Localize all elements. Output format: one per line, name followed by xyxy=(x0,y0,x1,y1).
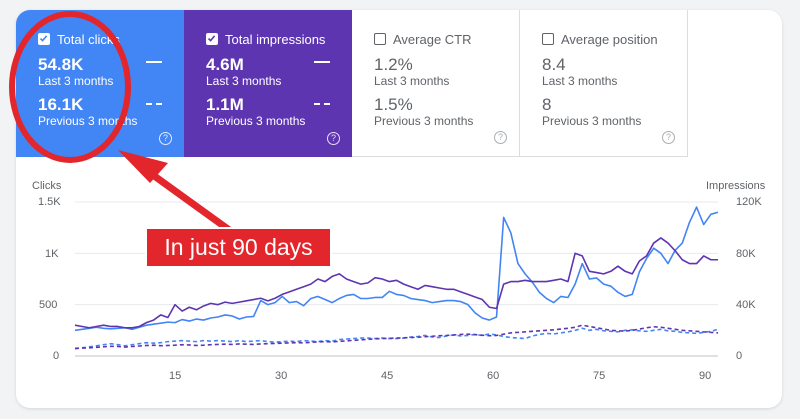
annotation-arrow-head xyxy=(118,150,168,183)
dashed-line-legend-icon xyxy=(146,103,162,105)
current-period-label: Last 3 months xyxy=(206,74,282,88)
right-tick: 0 xyxy=(736,350,743,362)
series-line-total-clicks xyxy=(74,206,719,332)
tile-label: Total impressions xyxy=(225,31,326,47)
x-tick: 60 xyxy=(487,370,500,382)
tile-average-ctr[interactable]: Average CTR 1.2% Last 3 months 1.5% Prev… xyxy=(352,10,520,157)
help-icon[interactable]: ? xyxy=(159,132,172,145)
left-tick: 0 xyxy=(53,350,60,362)
series-line-total-impressions-previous xyxy=(74,324,719,350)
help-icon[interactable]: ? xyxy=(327,132,340,145)
right-tick: 120K xyxy=(736,196,762,208)
left-tick: 1.5K xyxy=(38,196,61,208)
right-axis-title: Impressions xyxy=(706,180,766,192)
grid-lines xyxy=(75,201,718,357)
current-period-label: Last 3 months xyxy=(374,74,450,88)
tile-label: Average CTR xyxy=(393,31,472,47)
left-tick: 500 xyxy=(39,299,58,311)
current-value: 8.4 xyxy=(542,55,566,74)
tile-average-position[interactable]: Average position 8.4 Last 3 months 8 Pre… xyxy=(520,10,688,157)
checkbox-checked-icon[interactable] xyxy=(38,33,50,45)
tile-label: Average position xyxy=(561,31,658,47)
previous-period-label: Previous 3 months xyxy=(542,114,642,128)
dashed-line-legend-icon xyxy=(314,103,330,105)
tile-total-clicks[interactable]: Total clicks 54.8K Last 3 months 16.1K P… xyxy=(16,10,184,157)
solid-line-legend-icon xyxy=(146,61,162,63)
previous-period-label: Previous 3 months xyxy=(38,114,138,128)
metric-tiles: Total clicks 54.8K Last 3 months 16.1K P… xyxy=(16,10,689,157)
x-tick: 45 xyxy=(381,370,394,382)
x-tick: 15 xyxy=(169,370,182,382)
checkbox-unchecked-icon[interactable] xyxy=(374,33,386,45)
annotation xyxy=(9,11,236,236)
x-tick: 30 xyxy=(275,370,288,382)
right-tick: 40K xyxy=(736,299,756,311)
annotation-arrow-shaft xyxy=(142,166,236,236)
current-value: 4.6M xyxy=(206,55,244,74)
help-icon[interactable]: ? xyxy=(662,131,675,144)
chart-series xyxy=(74,206,719,350)
highlight-ellipse xyxy=(9,11,131,163)
previous-period-label: Previous 3 months xyxy=(374,114,474,128)
previous-value: 16.1K xyxy=(38,95,84,114)
checkbox-unchecked-icon[interactable] xyxy=(542,33,554,45)
x-tick: 90 xyxy=(699,370,712,382)
tile-header: Total impressions xyxy=(206,31,352,47)
tile-header: Total clicks xyxy=(38,31,184,47)
right-tick: 80K xyxy=(736,248,756,260)
previous-value: 1.1M xyxy=(206,95,244,114)
tile-label: Total clicks xyxy=(57,31,120,47)
solid-line-legend-icon xyxy=(314,61,330,63)
previous-value: 1.5% xyxy=(374,95,413,114)
left-axis-title: Clicks xyxy=(32,180,62,192)
current-value: 1.2% xyxy=(374,55,413,74)
previous-value: 8 xyxy=(542,95,552,114)
series-line-total-clicks-previous xyxy=(74,327,719,350)
series-line-total-impressions xyxy=(74,237,718,329)
x-tick: 75 xyxy=(593,370,606,382)
previous-period-label: Previous 3 months xyxy=(206,114,306,128)
tile-total-impressions[interactable]: Total impressions 4.6M Last 3 months 1.1… xyxy=(184,10,352,157)
current-value: 54.8K xyxy=(38,55,84,74)
help-icon[interactable]: ? xyxy=(494,131,507,144)
tile-header: Average CTR xyxy=(374,31,519,47)
performance-card: Total clicks 54.8K Last 3 months 16.1K P… xyxy=(16,10,782,408)
current-period-label: Last 3 months xyxy=(38,74,114,88)
annotation-label: In just 90 days xyxy=(147,229,330,266)
left-tick: 1K xyxy=(45,248,59,260)
checkbox-checked-icon[interactable] xyxy=(206,33,218,45)
tile-header: Average position xyxy=(542,31,687,47)
current-period-label: Last 3 months xyxy=(542,74,618,88)
